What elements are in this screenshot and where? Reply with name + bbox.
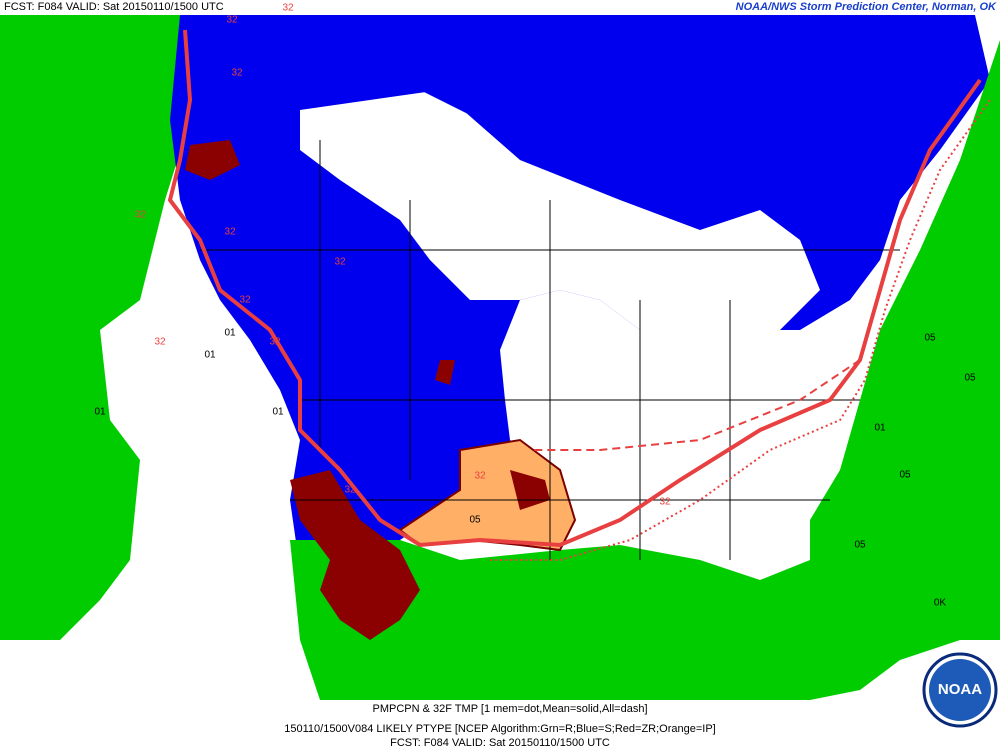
snow-area bbox=[330, 30, 600, 120]
footer-line: FCST: F084 VALID: Sat 20150110/1500 UTC bbox=[390, 737, 610, 749]
rain-area bbox=[290, 540, 810, 700]
dry-area bbox=[300, 90, 820, 330]
contour-label: 05 bbox=[854, 540, 866, 551]
contour-label: 05 bbox=[469, 515, 481, 526]
contour-label: 32 bbox=[224, 227, 236, 238]
contour-label: 01 bbox=[874, 423, 886, 434]
contour-label: 01 bbox=[224, 328, 236, 339]
contour-label: 0K bbox=[934, 598, 947, 609]
contour-label: 32 bbox=[226, 15, 238, 26]
freezing-rain-area bbox=[185, 140, 550, 510]
logo-text: NOAA bbox=[938, 681, 982, 698]
rain-area bbox=[810, 40, 1000, 700]
footer-line: PMPCPN & 32F TMP [1 mem=dot,Mean=solid,A… bbox=[372, 703, 647, 715]
contour-label: 01 bbox=[272, 407, 284, 418]
contour-labels: 32 32 32 32 32 32 32 32 32 32 32 32 01 01 01 01 05 05 05 05… bbox=[94, 3, 976, 609]
contour-label: 32 bbox=[334, 257, 346, 268]
contour-label: 05 bbox=[899, 470, 911, 481]
contour-label: 01 bbox=[94, 407, 106, 418]
freezing-rain-area bbox=[290, 470, 420, 640]
contour-label: 32 bbox=[154, 337, 166, 348]
rain-area bbox=[0, 15, 190, 640]
contour-label: 05 bbox=[924, 333, 936, 344]
header-bar bbox=[0, 0, 1000, 14]
contour-label: 32 bbox=[239, 295, 251, 306]
contour-label: 32 bbox=[344, 485, 356, 496]
contour-label: 32 bbox=[474, 471, 486, 482]
freezing-lines bbox=[167, 29, 991, 561]
contour-label: 01 bbox=[204, 350, 216, 361]
contour-label: 32 bbox=[231, 68, 243, 79]
precip-areas bbox=[0, 15, 1000, 700]
contour-label: 32 bbox=[282, 3, 294, 14]
borders bbox=[200, 140, 900, 560]
contour-label: 32 bbox=[134, 210, 146, 221]
contour-label: 32 bbox=[659, 497, 671, 508]
contour-label: 05 bbox=[964, 373, 976, 384]
forecast-label: FCST: F084 VALID: Sat 20150110/1500 UTC bbox=[4, 1, 224, 13]
footer-line: 150110/1500V084 LIKELY PTYPE [NCEP Algor… bbox=[284, 723, 716, 735]
contour-label: 32 bbox=[269, 337, 281, 348]
logo: NOAA bbox=[922, 652, 998, 728]
source-label: NOAA/NWS Storm Prediction Center, Norman… bbox=[736, 1, 997, 13]
